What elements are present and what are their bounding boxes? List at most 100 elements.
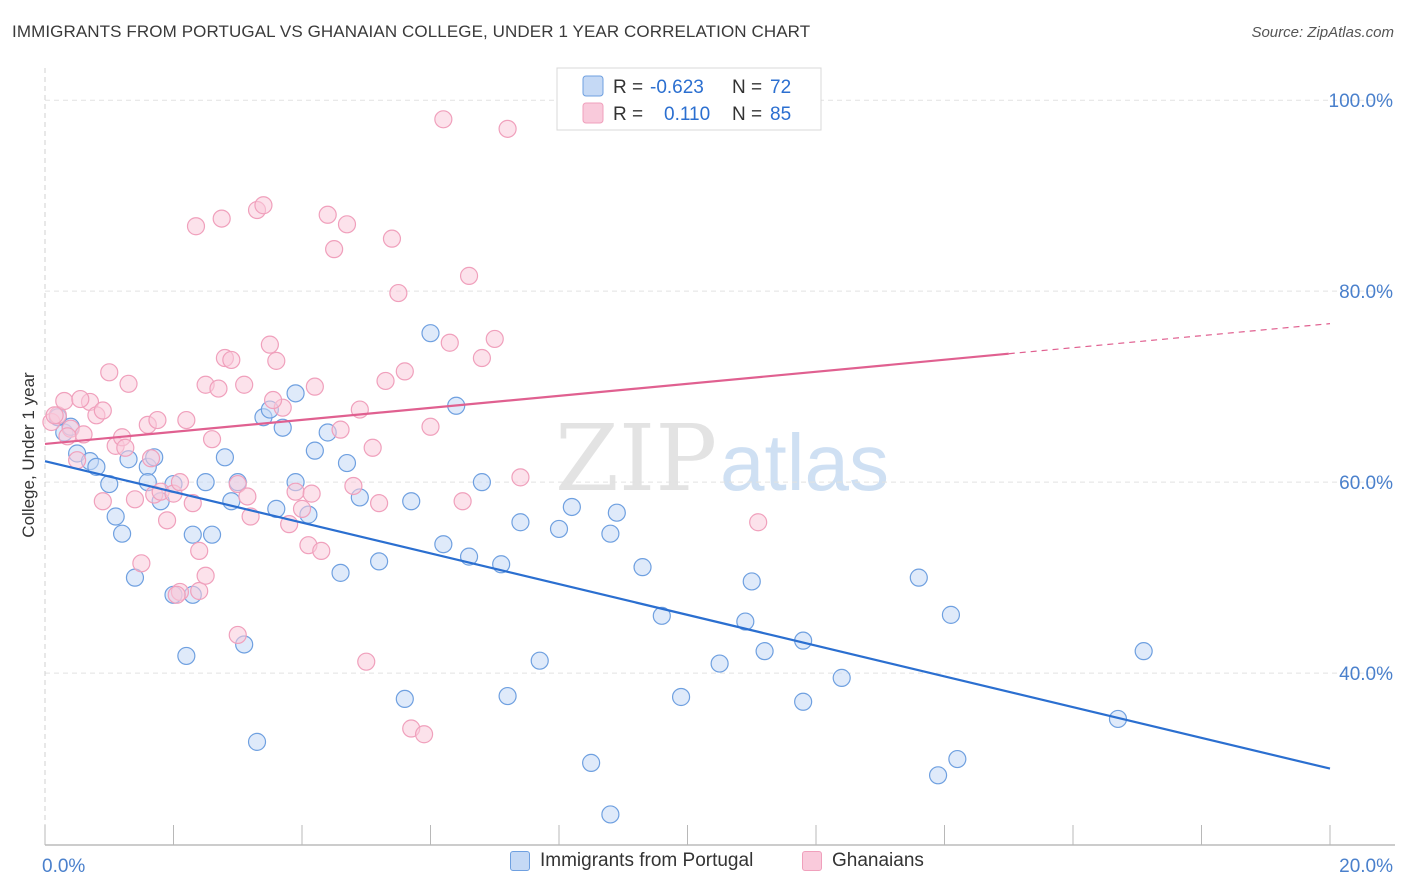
point-portugal: [421, 324, 440, 343]
point-ghanaians: [312, 541, 331, 560]
point-portugal: [948, 749, 967, 769]
point-portugal: [928, 766, 948, 785]
point-portugal: [736, 612, 755, 631]
point-ghanaians: [363, 438, 382, 457]
point-ghanaians: [434, 110, 453, 129]
point-ghanaians: [157, 511, 177, 530]
point-portugal: [395, 689, 414, 709]
point-portugal: [755, 642, 774, 661]
legend-label-portugal: Immigrants from Portugal: [540, 850, 754, 871]
point-ghanaians: [485, 329, 504, 349]
point-ghanaians: [132, 554, 151, 573]
legend-n-value-ghanaians: 85: [770, 104, 791, 125]
trendline-portugal: [44, 460, 1331, 770]
point-ghanaians: [55, 391, 74, 411]
point-ghanaians: [389, 283, 408, 303]
point-portugal: [112, 524, 132, 543]
point-ghanaians: [202, 430, 222, 449]
point-ghanaians: [511, 468, 530, 487]
legend-item-portugal[interactable]: Immigrants from Portugal: [510, 850, 753, 872]
point-portugal: [434, 535, 453, 554]
point-ghanaians: [440, 333, 459, 352]
point-portugal: [472, 473, 491, 492]
point-ghanaians: [395, 362, 414, 381]
point-ghanaians: [170, 473, 190, 492]
chart-title: IMMIGRANTS FROM PORTUGAL VS GHANAIAN COL…: [12, 22, 811, 41]
trendline-ghanaians: [44, 352, 1009, 446]
point-ghanaians: [100, 363, 119, 382]
point-portugal: [305, 441, 324, 460]
point-portugal: [286, 384, 305, 403]
x-tick-label: 20.0%: [1339, 856, 1393, 877]
point-ghanaians: [238, 487, 257, 506]
point-portugal: [273, 418, 292, 437]
point-ghanaians: [167, 585, 186, 604]
source-label: Source: ZipAtlas.com: [1251, 24, 1394, 41]
watermark-atlas: atlas: [720, 418, 889, 507]
point-ghanaians: [344, 476, 363, 496]
legend-label-ghanaians: Ghanaians: [832, 850, 924, 871]
point-ghanaians: [71, 389, 90, 409]
watermark-zip: ZIP: [555, 405, 717, 512]
point-portugal: [742, 572, 761, 591]
point-ghanaians: [267, 351, 286, 370]
point-ghanaians: [749, 513, 768, 532]
point-ghanaians: [453, 492, 472, 511]
point-ghanaians: [93, 492, 112, 511]
point-ghanaians: [125, 490, 145, 509]
point-ghanaians: [498, 119, 517, 138]
y-tick-label: 60.0%: [1339, 473, 1393, 494]
y-tick-label: 100.0%: [1329, 91, 1394, 112]
point-ghanaians: [302, 484, 321, 503]
y-tick-label: 80.0%: [1339, 282, 1393, 303]
point-portugal: [652, 606, 671, 625]
point-portugal: [607, 503, 626, 522]
x-tick-label: 0.0%: [42, 856, 85, 877]
point-ghanaians: [186, 217, 206, 236]
point-ghanaians: [141, 449, 161, 468]
legend-bottom: Immigrants from Portugal Ghanaians: [0, 850, 1406, 880]
point-portugal: [633, 558, 652, 577]
point-ghanaians: [196, 566, 215, 585]
y-axis-label: College, Under 1 year: [19, 372, 38, 538]
point-portugal: [671, 687, 691, 707]
legend-r-value-portugal: -0.623: [650, 77, 704, 98]
point-portugal: [183, 525, 202, 544]
point-ghanaians: [228, 474, 247, 494]
point-portugal: [331, 563, 350, 582]
point-portugal: [177, 646, 196, 666]
point-ghanaians: [414, 725, 434, 744]
point-portugal: [941, 605, 961, 624]
point-ghanaians: [376, 371, 395, 391]
point-portugal: [794, 692, 813, 711]
point-ghanaians: [459, 266, 479, 285]
point-ghanaians: [263, 390, 283, 410]
point-ghanaians: [337, 215, 357, 234]
point-ghanaians: [45, 406, 64, 425]
point-portugal: [202, 525, 222, 544]
point-portugal: [498, 686, 517, 706]
point-portugal: [402, 492, 421, 511]
point-ghanaians: [177, 410, 196, 430]
point-portugal: [215, 448, 234, 467]
point-ghanaians: [260, 335, 279, 354]
point-portugal: [582, 753, 601, 772]
point-portugal: [601, 805, 620, 824]
legend-swatch-ghanaians: [582, 102, 604, 124]
point-ghanaians: [472, 348, 491, 368]
legend-swatch-portugal: [582, 75, 604, 97]
point-ghanaians: [190, 541, 209, 560]
point-ghanaians: [382, 229, 402, 248]
point-ghanaians: [235, 375, 254, 394]
point-ghanaians: [68, 451, 87, 470]
point-ghanaians: [357, 652, 376, 671]
point-ghanaians: [318, 205, 337, 224]
point-portugal: [710, 654, 729, 673]
trendline-extension-ghanaians: [1008, 323, 1331, 355]
point-ghanaians: [93, 401, 112, 420]
point-ghanaians: [331, 420, 350, 439]
legend-r-label-ghanaians: R =: [613, 104, 643, 125]
point-portugal: [370, 552, 389, 571]
legend-item-ghanaians[interactable]: Ghanaians: [802, 850, 924, 872]
